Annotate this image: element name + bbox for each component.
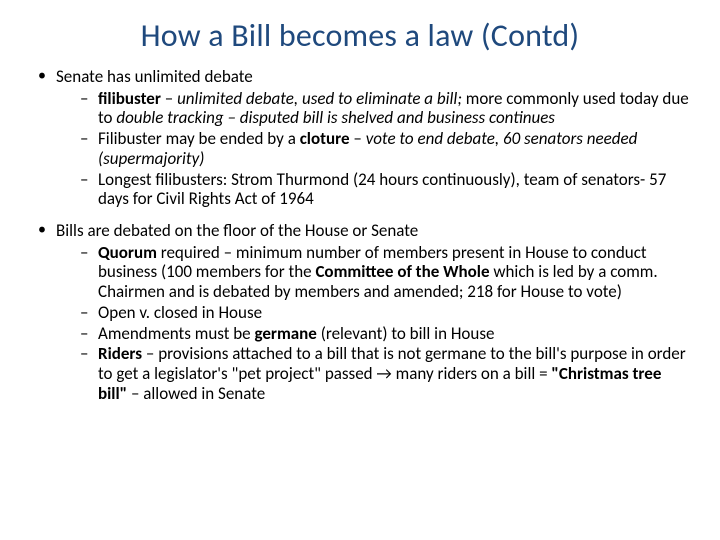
bullet-item: Senate has unlimited debate filibuster –… — [38, 67, 692, 209]
slide: How a Bill becomes a law (Contd) Senate … — [0, 0, 720, 540]
sub-item: filibuster – unlimited debate, used to e… — [80, 89, 692, 128]
sub-list: Quorum required – minimum number of memb… — [56, 243, 692, 404]
sub-item: Amendments must be germane (relevant) to… — [80, 324, 692, 344]
bullet-text: Bills are debated on the floor of the Ho… — [56, 220, 418, 241]
sub-item: Open v. closed in House — [80, 303, 692, 323]
sub-item: Filibuster may be ended by a cloture – v… — [80, 129, 692, 168]
bullet-list: Senate has unlimited debate filibuster –… — [28, 67, 692, 404]
sub-item: Riders – provisions attached to a bill t… — [80, 344, 692, 403]
sub-list: filibuster – unlimited debate, used to e… — [56, 89, 692, 209]
slide-title: How a Bill becomes a law (Contd) — [28, 16, 692, 55]
bullet-text: Senate has unlimited debate — [56, 66, 253, 87]
sub-item: Longest filibusters: Strom Thurmond (24 … — [80, 170, 692, 209]
sub-item: Quorum required – minimum number of memb… — [80, 243, 692, 302]
bullet-item: Bills are debated on the floor of the Ho… — [38, 221, 692, 403]
